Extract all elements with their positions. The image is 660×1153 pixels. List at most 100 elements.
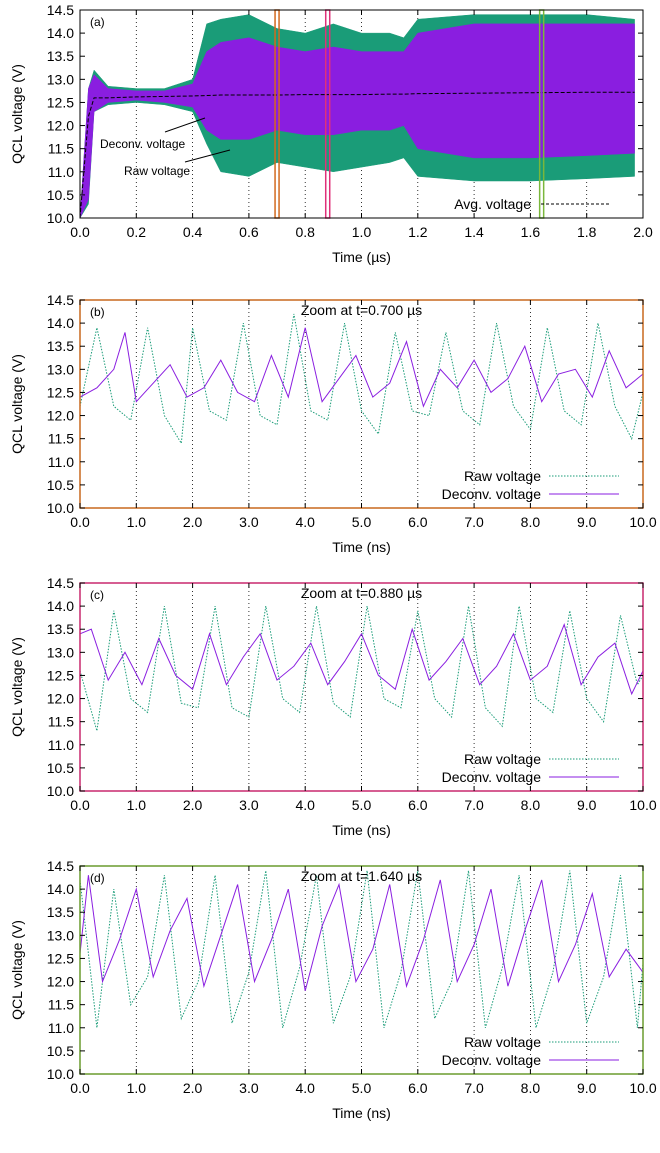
x-tick-label: 2.0 (183, 797, 203, 813)
x-tick-label: 1.6 (521, 224, 541, 240)
panel-label: (c) (90, 588, 104, 602)
y-tick-label: 12.0 (47, 118, 74, 134)
y-tick-label: 11.0 (48, 1020, 74, 1036)
legend-deconv-label: Deconv. voltage (442, 1052, 542, 1068)
x-tick-label: 4.0 (295, 797, 315, 813)
y-tick-label: 10.5 (47, 760, 74, 776)
x-tick-label: 9.0 (577, 1080, 597, 1096)
panel-label: (b) (90, 305, 105, 319)
annotation-raw: Raw voltage (124, 164, 190, 178)
x-tick-label: 7.0 (464, 514, 484, 530)
y-tick-label: 12.0 (47, 974, 74, 990)
panel-a: Deconv. voltage Raw voltage Avg. voltage 0.… (9, 2, 653, 265)
x-tick-label: 1.0 (127, 797, 147, 813)
panel-label: (a) (90, 15, 105, 29)
y-tick-label: 14.0 (47, 25, 74, 41)
x-tick-label: 0.6 (239, 224, 259, 240)
x-tick-label: 2.0 (633, 224, 653, 240)
y-tick-label: 12.5 (47, 950, 74, 966)
raw-voltage-line (79, 870, 644, 1028)
y-tick-label: 10.0 (47, 1066, 74, 1082)
x-tick-label: 0.0 (70, 797, 90, 813)
y-tick-label: 14.5 (47, 575, 74, 591)
y-tick-label: 11.5 (48, 997, 74, 1013)
x-tick-label: 3.0 (239, 514, 259, 530)
x-tick-label: 1.0 (352, 224, 372, 240)
legend-deconv-label: Deconv. voltage (442, 486, 542, 502)
y-tick-label: 14.5 (47, 292, 74, 308)
y-axis-label: QCL voltage (V) (9, 637, 25, 737)
y-tick-label: 14.5 (47, 2, 74, 18)
raw-voltage-line (79, 313, 644, 445)
x-tick-label: 9.0 (577, 797, 597, 813)
annotation-deconv: Deconv. voltage (100, 137, 185, 151)
annotation-arrow (164, 117, 206, 133)
y-axis-label: QCL voltage (V) (9, 354, 25, 454)
x-axis-label: Time (ns) (332, 1105, 391, 1121)
legend-raw-label: Raw voltage (464, 1034, 541, 1050)
y-tick-label: 12.5 (47, 667, 74, 683)
y-tick-label: 10.0 (47, 210, 74, 226)
x-axis-label: Time (µs) (332, 249, 391, 265)
y-tick-label: 13.0 (47, 927, 74, 943)
x-tick-label: 10.0 (629, 1080, 656, 1096)
x-tick-label: 1.0 (127, 514, 147, 530)
y-tick-label: 10.5 (47, 1043, 74, 1059)
y-tick-label: 13.5 (47, 904, 74, 920)
x-tick-label: 0.2 (127, 224, 147, 240)
y-tick-label: 14.0 (47, 598, 74, 614)
x-tick-label: 1.0 (127, 1080, 147, 1096)
x-axis-label: Time (ns) (332, 822, 391, 838)
x-tick-label: 4.0 (295, 514, 315, 530)
y-tick-label: 11.5 (48, 141, 74, 157)
x-tick-label: 9.0 (577, 514, 597, 530)
avg-voltage-line (79, 91, 635, 219)
y-tick-label: 11.5 (48, 714, 74, 730)
y-tick-label: 13.0 (47, 361, 74, 377)
panel-title: Zoom at t=0.880 µs (301, 585, 422, 601)
x-tick-label: 4.0 (295, 1080, 315, 1096)
y-tick-label: 10.0 (47, 783, 74, 799)
x-tick-label: 0.0 (70, 514, 90, 530)
y-tick-label: 11.0 (48, 454, 74, 470)
deconv-voltage-line (79, 327, 644, 408)
y-tick-label: 13.0 (47, 644, 74, 660)
x-tick-label: 5.0 (352, 514, 372, 530)
x-tick-label: 6.0 (408, 797, 428, 813)
x-tick-label: 10.0 (629, 514, 656, 530)
x-tick-label: 1.2 (408, 224, 428, 240)
x-tick-label: 3.0 (239, 1080, 259, 1096)
y-tick-label: 11.0 (48, 164, 74, 180)
panel-b: Zoom at t=0.700 µs Raw voltage Deconv. vol… (9, 292, 657, 555)
deconv-voltage-line (79, 623, 644, 696)
x-tick-label: 7.0 (464, 797, 484, 813)
x-tick-label: 8.0 (521, 797, 541, 813)
x-tick-label: 0.4 (183, 224, 203, 240)
y-tick-label: 10.0 (47, 500, 74, 516)
y-tick-label: 11.0 (48, 737, 74, 753)
y-tick-label: 13.5 (47, 621, 74, 637)
x-tick-label: 0.0 (70, 224, 90, 240)
panel-title: Zoom at t=0.700 µs (301, 302, 422, 318)
y-tick-label: 14.5 (47, 858, 74, 874)
x-axis-label: Time (ns) (332, 539, 391, 555)
panel-title: Zoom at t=1.640 µs (301, 868, 422, 884)
x-tick-label: 7.0 (464, 1080, 484, 1096)
x-tick-label: 3.0 (239, 797, 259, 813)
y-tick-label: 10.5 (47, 477, 74, 493)
y-axis-label: QCL voltage (V) (9, 64, 25, 164)
raw-voltage-line (79, 606, 644, 732)
x-tick-label: 5.0 (352, 797, 372, 813)
y-tick-label: 12.5 (47, 384, 74, 400)
x-tick-label: 5.0 (352, 1080, 372, 1096)
panel-d: Zoom at t=1.640 µs Raw voltage Deconv. vol… (9, 858, 657, 1121)
x-tick-label: 10.0 (629, 797, 656, 813)
deconv-voltage-line (79, 875, 644, 991)
y-tick-label: 14.0 (47, 881, 74, 897)
x-tick-label: 6.0 (408, 514, 428, 530)
y-tick-label: 12.0 (47, 408, 74, 424)
panel-c: Zoom at t=0.880 µs Raw voltage Deconv. vol… (9, 575, 657, 838)
deconv-voltage-band (79, 23, 635, 219)
y-tick-label: 13.0 (47, 71, 74, 87)
